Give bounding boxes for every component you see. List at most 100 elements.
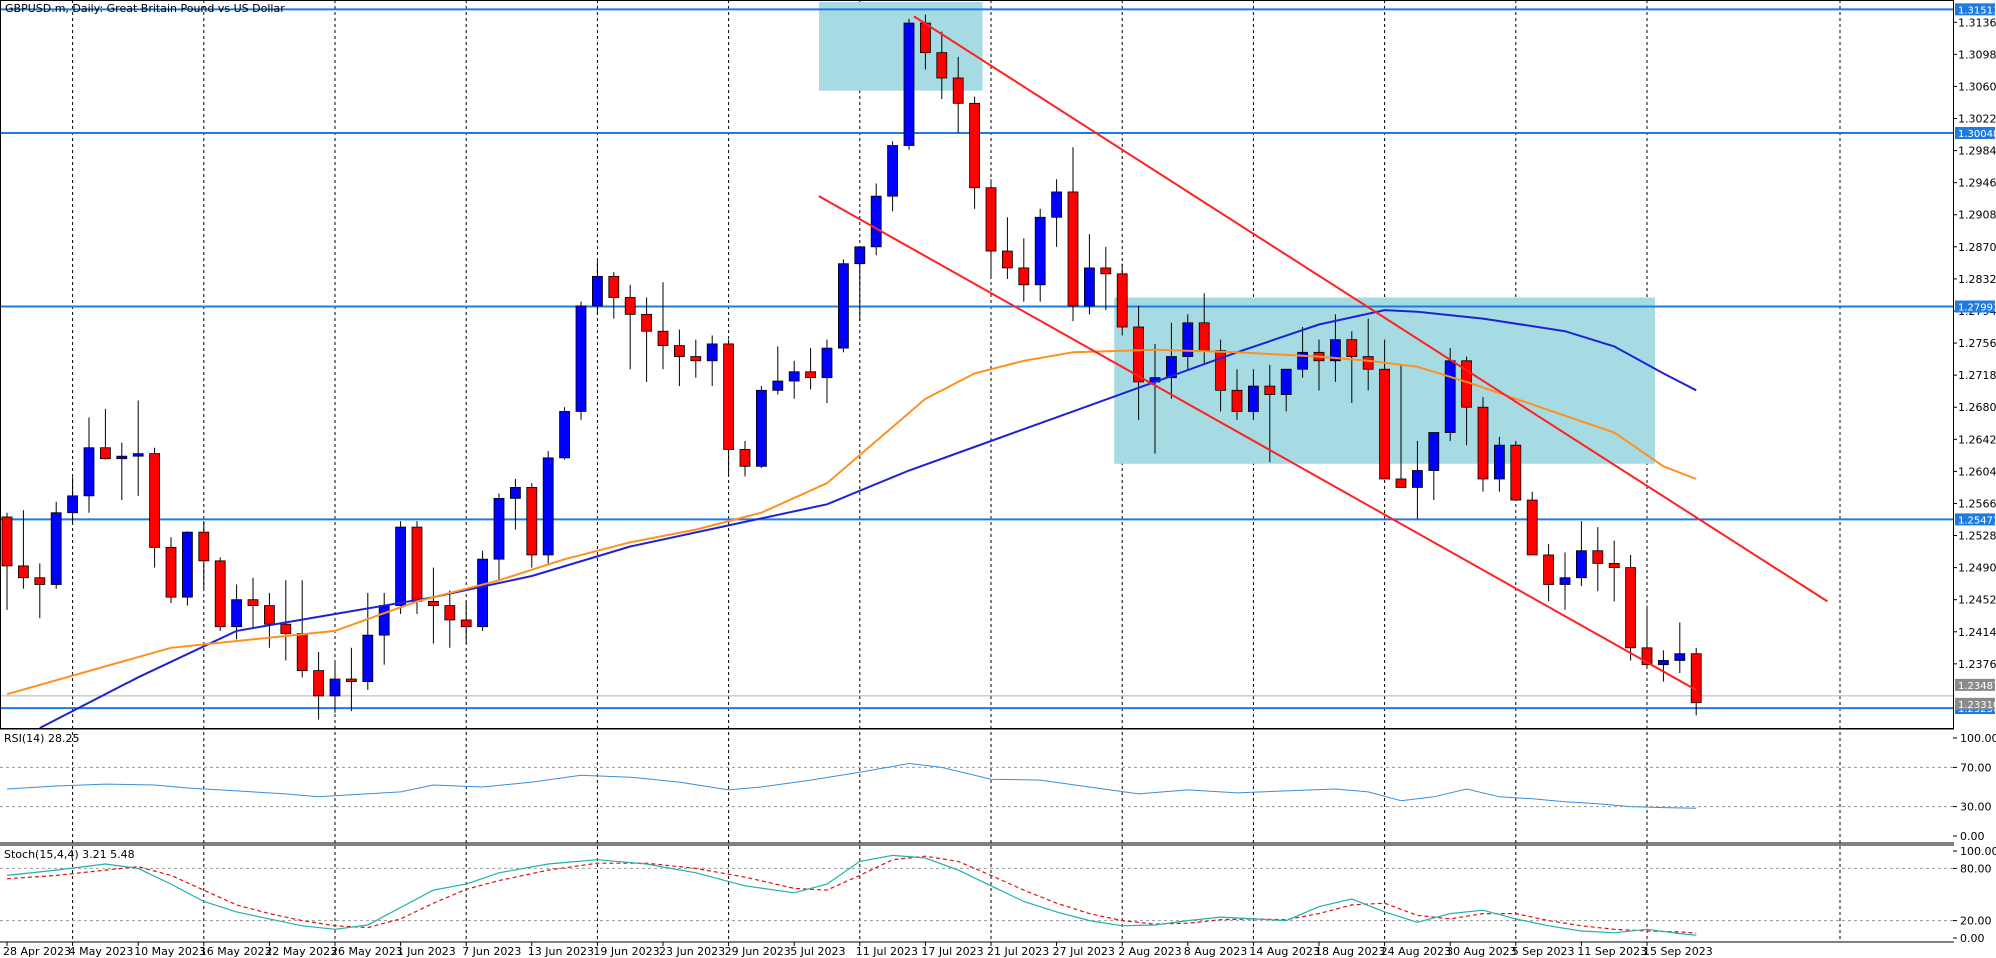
candle bbox=[149, 447, 161, 568]
candle-body bbox=[280, 623, 292, 634]
time-axis-label: 5 Jul 2023 bbox=[790, 945, 845, 958]
candle-body bbox=[969, 102, 980, 189]
time-axis-label: 7 Jun 2023 bbox=[462, 945, 521, 958]
trend-line[interactable] bbox=[913, 15, 1828, 603]
price-axis-label: 1.24520 bbox=[1958, 594, 1996, 607]
candle bbox=[395, 521, 407, 615]
candle-body bbox=[1510, 444, 1522, 501]
candle bbox=[83, 417, 95, 513]
candle-body bbox=[1592, 550, 1604, 564]
candle bbox=[1248, 369, 1259, 420]
candle bbox=[1034, 208, 1046, 302]
candle-body bbox=[575, 305, 587, 412]
current-price-tag-label: 1.23310 bbox=[1958, 700, 1996, 711]
candle-body bbox=[100, 447, 111, 460]
candle-body bbox=[854, 246, 866, 265]
candle bbox=[1330, 314, 1341, 382]
candle bbox=[559, 407, 570, 460]
candle-body bbox=[1084, 267, 1095, 307]
candle bbox=[345, 647, 357, 712]
candle bbox=[1379, 339, 1390, 480]
candle bbox=[526, 483, 538, 568]
candle-body bbox=[378, 605, 390, 636]
candle-body bbox=[1067, 191, 1079, 307]
level-price-tag bbox=[1955, 127, 1995, 140]
candle-body bbox=[592, 275, 603, 307]
horizontal-levels bbox=[0, 8, 1953, 710]
candle-body bbox=[149, 453, 161, 548]
price-axis-label: 1.25280 bbox=[1958, 530, 1996, 543]
time-axis-label: 18 Aug 2023 bbox=[1315, 945, 1385, 958]
candle-body bbox=[542, 457, 554, 556]
candle-body bbox=[756, 389, 767, 467]
candle bbox=[936, 31, 948, 100]
level-price-tag-label: 1.31513 bbox=[1958, 5, 1996, 16]
candle-body bbox=[116, 455, 128, 460]
candle bbox=[1690, 647, 1702, 716]
stoch-signal-line bbox=[6, 855, 1697, 934]
price-axis-label: 1.26800 bbox=[1958, 401, 1996, 414]
candle-body bbox=[936, 52, 948, 79]
candle bbox=[1182, 314, 1194, 370]
price-axis-label: 1.29080 bbox=[1958, 209, 1996, 222]
candle-body bbox=[1116, 273, 1128, 328]
candle-body bbox=[1362, 356, 1374, 370]
candle bbox=[854, 246, 866, 322]
moving-average-slow-line bbox=[39, 309, 1697, 729]
candle-body bbox=[1428, 432, 1440, 471]
candle-body bbox=[1412, 470, 1423, 488]
candle-body bbox=[493, 497, 505, 560]
candle bbox=[706, 335, 718, 387]
price-axis-label: 1.24140 bbox=[1958, 626, 1996, 639]
candle bbox=[1264, 365, 1276, 463]
candle bbox=[1526, 491, 1538, 556]
candle bbox=[214, 557, 226, 631]
level-price-tag-label: 1.30048 bbox=[1958, 129, 1996, 140]
candle-body bbox=[1051, 191, 1062, 218]
candle bbox=[67, 477, 78, 523]
stoch-axis-label: 80.00 bbox=[1960, 862, 1992, 875]
candle-body bbox=[1658, 660, 1669, 666]
candle-body bbox=[1608, 562, 1620, 569]
candle-body bbox=[526, 487, 538, 556]
time-axis-label: 23 Jun 2023 bbox=[659, 945, 725, 958]
price-axis-label: 1.26040 bbox=[1958, 465, 1996, 478]
candle bbox=[1100, 246, 1112, 311]
stoch-axis: 100.00 80.00 20.00 0.00 bbox=[1953, 845, 1996, 945]
candle bbox=[756, 386, 767, 468]
candle bbox=[1559, 552, 1571, 610]
candle-body bbox=[723, 343, 734, 450]
candle bbox=[1231, 369, 1243, 420]
rsi-axis-label: 70.00 bbox=[1960, 761, 1992, 774]
price-axis-label: 1.28700 bbox=[1958, 241, 1996, 254]
candle-body bbox=[1526, 499, 1538, 556]
candle-body bbox=[1674, 653, 1686, 661]
time-axis-label: 30 Aug 2023 bbox=[1446, 945, 1516, 958]
candle-body bbox=[657, 330, 669, 346]
stoch-axis-label: 100.00 bbox=[1960, 845, 1996, 858]
candle-body bbox=[395, 526, 407, 606]
stoch-level-lines bbox=[0, 867, 1953, 922]
trend-line[interactable] bbox=[818, 195, 1697, 691]
price-axis-label: 1.27180 bbox=[1958, 369, 1996, 382]
candle-body bbox=[1297, 351, 1308, 370]
candle bbox=[1674, 622, 1686, 674]
candle-body bbox=[50, 512, 62, 585]
candle bbox=[985, 179, 997, 277]
grid-lines bbox=[72, 0, 1841, 942]
candle bbox=[674, 329, 685, 387]
time-axis-label: 19 Jun 2023 bbox=[593, 945, 659, 958]
candle-body bbox=[1198, 322, 1210, 352]
candle bbox=[444, 590, 456, 648]
candle-body bbox=[821, 347, 833, 379]
candle-body bbox=[231, 599, 243, 628]
candle bbox=[1051, 179, 1062, 247]
candle-body bbox=[1231, 389, 1243, 412]
candle-body bbox=[1543, 554, 1554, 585]
candle-body bbox=[608, 275, 620, 298]
candle-body bbox=[67, 495, 78, 514]
price-axis: 1.31360 1.30980 1.30600 1.30220 1.29840 1.294… bbox=[1953, 16, 1996, 671]
candle bbox=[247, 577, 259, 629]
level-price-tag-label: 1.27993 bbox=[1958, 302, 1996, 313]
